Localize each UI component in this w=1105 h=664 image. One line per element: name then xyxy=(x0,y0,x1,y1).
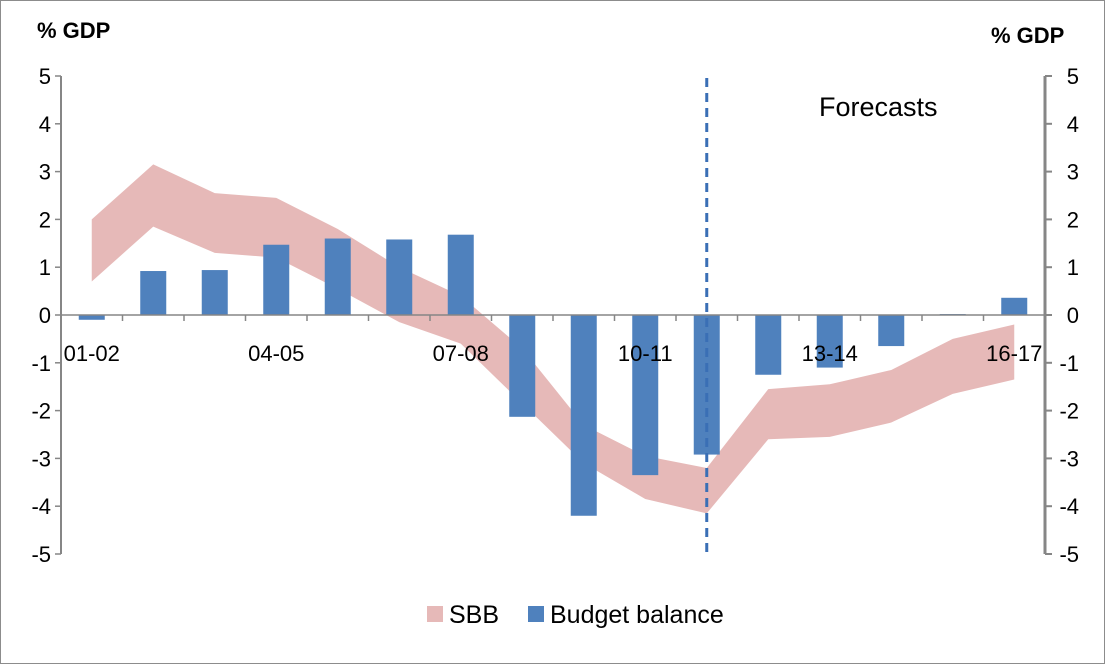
bar-14-15 xyxy=(878,315,905,347)
right-y-tick-label: 2 xyxy=(1067,207,1079,232)
legend-label-budget-balance: Budget balance xyxy=(550,601,724,629)
bar-07-08 xyxy=(447,234,474,315)
x-tick-label-10-11: 10-11 xyxy=(618,341,673,366)
forecasts-annotation: Forecasts xyxy=(819,92,938,122)
bar-06-07 xyxy=(386,239,413,315)
sbb-band xyxy=(91,164,1015,514)
bar-16-17 xyxy=(1001,297,1028,315)
left-axis-unit: % GDP xyxy=(37,18,110,43)
left-y-tick-label: -5 xyxy=(31,542,51,567)
bar-05-06 xyxy=(324,238,351,315)
x-tick-label-01-02: 01-02 xyxy=(64,341,120,366)
right-y-tick-label: -4 xyxy=(1059,494,1079,519)
bar-08-09 xyxy=(509,315,536,417)
bar-02-03 xyxy=(140,271,167,315)
right-y-tick-label: -5 xyxy=(1059,542,1079,567)
right-y-tick-label: -3 xyxy=(1059,446,1079,471)
left-y-tick-label: 5 xyxy=(39,64,51,89)
left-y-tick-label: 3 xyxy=(39,160,51,185)
left-y-tick-label: 1 xyxy=(39,255,51,280)
right-y-tick-label: 0 xyxy=(1067,303,1079,328)
right-y-tick-label: 4 xyxy=(1067,112,1079,137)
right-axis-unit: % GDP xyxy=(991,23,1064,48)
tick-labels: 5 5 4 4 3 3 2 2 1 1 0 0 -1 -1 -2 -2 -3 -3 -4 -4 -5 -5 01-02 04-… xyxy=(31,64,1079,567)
legend-swatch-budget-balance xyxy=(528,606,544,622)
bar-10-11 xyxy=(632,315,659,476)
bar-12-13 xyxy=(755,315,782,375)
right-y-tick-label: -2 xyxy=(1059,399,1079,424)
bar-03-04 xyxy=(201,270,228,315)
right-y-tick-label: 1 xyxy=(1067,255,1079,280)
right-y-tick-label: -1 xyxy=(1059,351,1079,376)
sbb-band-layer xyxy=(91,164,1015,514)
axes xyxy=(55,75,1052,555)
x-tick-label-13-14: 13-14 xyxy=(802,341,858,366)
legend: SBB Budget balance xyxy=(427,601,724,629)
left-y-tick-label: 0 xyxy=(39,303,51,328)
x-tick-label-16-17: 16-17 xyxy=(986,341,1042,366)
left-y-tick-label: -1 xyxy=(31,351,51,376)
x-tick-label-04-05: 04-05 xyxy=(248,341,304,366)
bar-01-02 xyxy=(78,315,105,320)
bar-09-10 xyxy=(570,315,597,516)
right-y-tick-label: 5 xyxy=(1067,64,1079,89)
left-y-tick-label: -3 xyxy=(31,446,51,471)
bar-13-14 xyxy=(816,315,843,368)
legend-swatch-sbb xyxy=(427,606,443,622)
left-y-tick-label: -2 xyxy=(31,399,51,424)
left-y-tick-label: -4 xyxy=(31,494,51,519)
right-y-tick-label: 3 xyxy=(1067,160,1079,185)
left-y-tick-label: 4 xyxy=(39,112,51,137)
bar-04-05 xyxy=(263,244,290,315)
legend-label-sbb: SBB xyxy=(449,601,499,629)
left-y-tick-label: 2 xyxy=(39,207,51,232)
x-tick-label-07-08: 07-08 xyxy=(433,341,489,366)
